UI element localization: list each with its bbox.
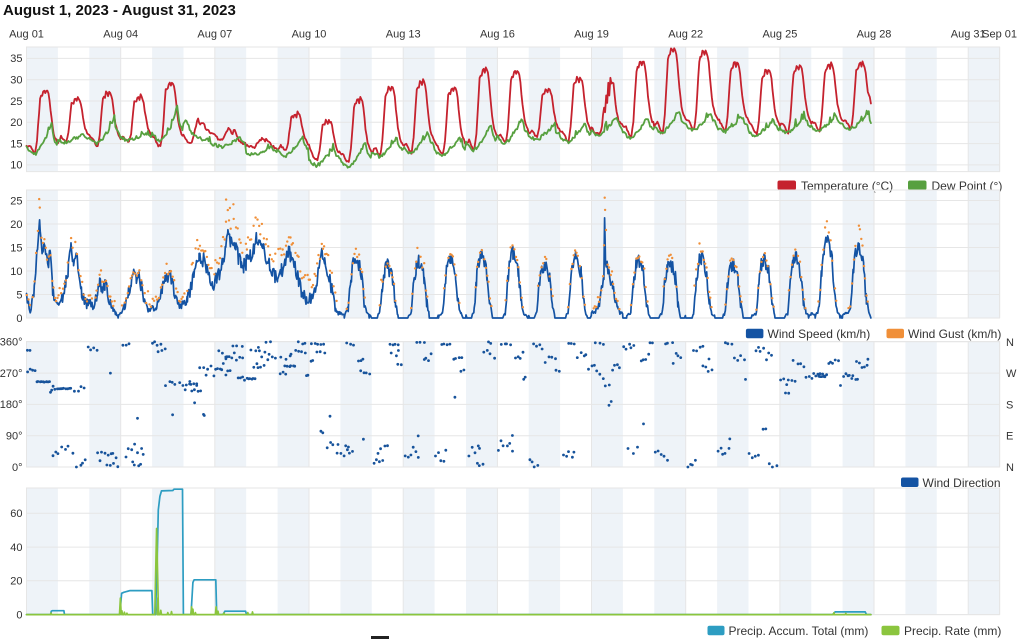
svg-text:Aug 19: Aug 19: [574, 29, 609, 41]
svg-text:Precip. Accum. Total (mm): Precip. Accum. Total (mm): [729, 624, 869, 638]
svg-text:E: E: [1006, 431, 1013, 443]
svg-text:40: 40: [10, 542, 22, 554]
svg-text:360°: 360°: [0, 337, 23, 349]
svg-text:10: 10: [10, 266, 22, 278]
svg-text:Aug 13: Aug 13: [386, 29, 421, 41]
svg-text:Sep 01: Sep 01: [982, 29, 1017, 41]
svg-text:Wind Gust (km/h): Wind Gust (km/h): [908, 327, 1001, 341]
svg-text:Precip. Rate (mm): Precip. Rate (mm): [904, 624, 1001, 638]
svg-text:Aug 22: Aug 22: [668, 29, 703, 41]
svg-text:Wind Direction: Wind Direction: [923, 476, 1001, 490]
svg-text:20: 20: [10, 117, 22, 129]
svg-text:270°: 270°: [0, 368, 23, 380]
svg-text:N: N: [1006, 337, 1014, 349]
svg-text:180°: 180°: [0, 399, 23, 411]
svg-text:Dew Point (°): Dew Point (°): [932, 179, 1003, 193]
svg-text:20: 20: [10, 576, 22, 588]
svg-text:Aug 10: Aug 10: [292, 29, 327, 41]
svg-text:S: S: [1006, 399, 1013, 411]
svg-text:10: 10: [10, 160, 22, 172]
svg-text:Aug 04: Aug 04: [103, 29, 138, 41]
svg-text:Wind Speed (km/h): Wind Speed (km/h): [768, 327, 871, 341]
svg-text:Aug 16: Aug 16: [480, 29, 515, 41]
svg-text:Temperature (°C): Temperature (°C): [801, 179, 893, 193]
svg-text:25: 25: [10, 195, 22, 207]
svg-text:Aug 31: Aug 31: [951, 29, 986, 41]
svg-text:0: 0: [16, 313, 22, 325]
svg-text:Aug 25: Aug 25: [762, 29, 797, 41]
svg-text:60: 60: [10, 508, 22, 520]
svg-text:5: 5: [16, 289, 22, 301]
svg-text:Aug 28: Aug 28: [857, 29, 892, 41]
svg-text:W: W: [1006, 368, 1017, 380]
svg-text:August 1, 2023 - August 31, 20: August 1, 2023 - August 31, 2023: [3, 2, 236, 19]
svg-text:90°: 90°: [6, 431, 23, 443]
svg-text:Aug 07: Aug 07: [197, 29, 232, 41]
svg-text:Aug 01: Aug 01: [9, 29, 44, 41]
svg-text:30: 30: [10, 75, 22, 87]
svg-text:N: N: [1006, 462, 1014, 474]
svg-text:0°: 0°: [12, 462, 23, 474]
svg-text:20: 20: [10, 219, 22, 231]
svg-text:35: 35: [10, 53, 22, 65]
svg-text:15: 15: [10, 242, 22, 254]
svg-text:0: 0: [16, 609, 22, 621]
svg-text:25: 25: [10, 96, 22, 108]
svg-text:15: 15: [10, 138, 22, 150]
